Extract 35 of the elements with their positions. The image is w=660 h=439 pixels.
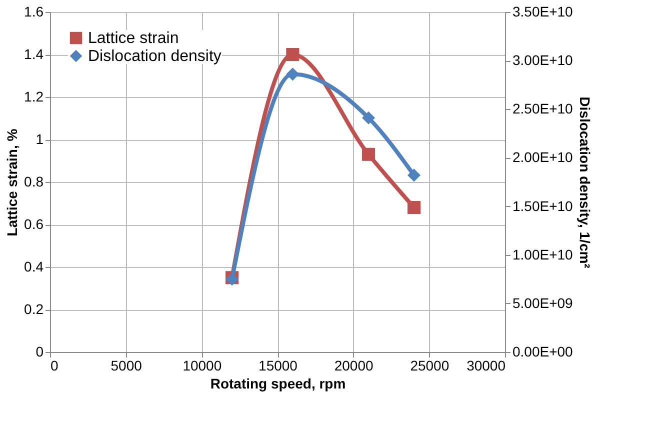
point — [362, 148, 376, 161]
y-tick-label: 0.4 — [24, 258, 44, 274]
legend-label: Lattice strain — [88, 30, 179, 47]
point — [286, 48, 300, 62]
y2-tick-label: 0.00E+00 — [512, 344, 574, 360]
y-tick-label: 1 — [36, 131, 44, 147]
y-tick-label: 0.2 — [24, 301, 44, 317]
y2-tick-label: 3.50E+10 — [512, 4, 574, 20]
y2-tick-label: 1.00E+10 — [512, 246, 574, 262]
y-tick-label: 0.6 — [24, 216, 44, 232]
y2-tick-label: 5.00E+09 — [512, 294, 574, 311]
x-tick-label: 0 — [50, 358, 58, 374]
y2-tick-label: 2.50E+10 — [512, 100, 574, 117]
y2-tick-label: 3.00E+10 — [512, 52, 574, 68]
x-tick-label: 25000 — [410, 358, 450, 374]
y-tick-label: 0.8 — [24, 174, 44, 190]
y-axis-title: Lattice strain, % — [4, 128, 20, 236]
y2-tick-label: 2.00E+10 — [512, 149, 574, 166]
x-axis-title: Rotating speed, rpm — [210, 376, 346, 392]
y-tick-label: 1.2 — [24, 88, 44, 104]
x-tick-label: 10000 — [182, 358, 222, 374]
y2-tick-label: 1.50E+10 — [512, 198, 574, 214]
y-tick-label: 1.4 — [24, 46, 44, 62]
x-tick-label: 15000 — [258, 358, 298, 374]
point — [286, 68, 300, 81]
x-tick-label: 30000 — [466, 358, 506, 374]
x-tick-label: 5000 — [110, 358, 142, 374]
point — [407, 168, 421, 182]
point — [407, 200, 421, 214]
y-tick-label: 1.6 — [24, 4, 44, 20]
point — [362, 111, 376, 124]
legend-label: Dislocation density — [88, 48, 222, 65]
y2-axis-title: Dislocation density, 1/cm² — [576, 96, 593, 269]
x-tick-label: 20000 — [334, 358, 374, 374]
y-tick-label: 0 — [36, 344, 44, 360]
